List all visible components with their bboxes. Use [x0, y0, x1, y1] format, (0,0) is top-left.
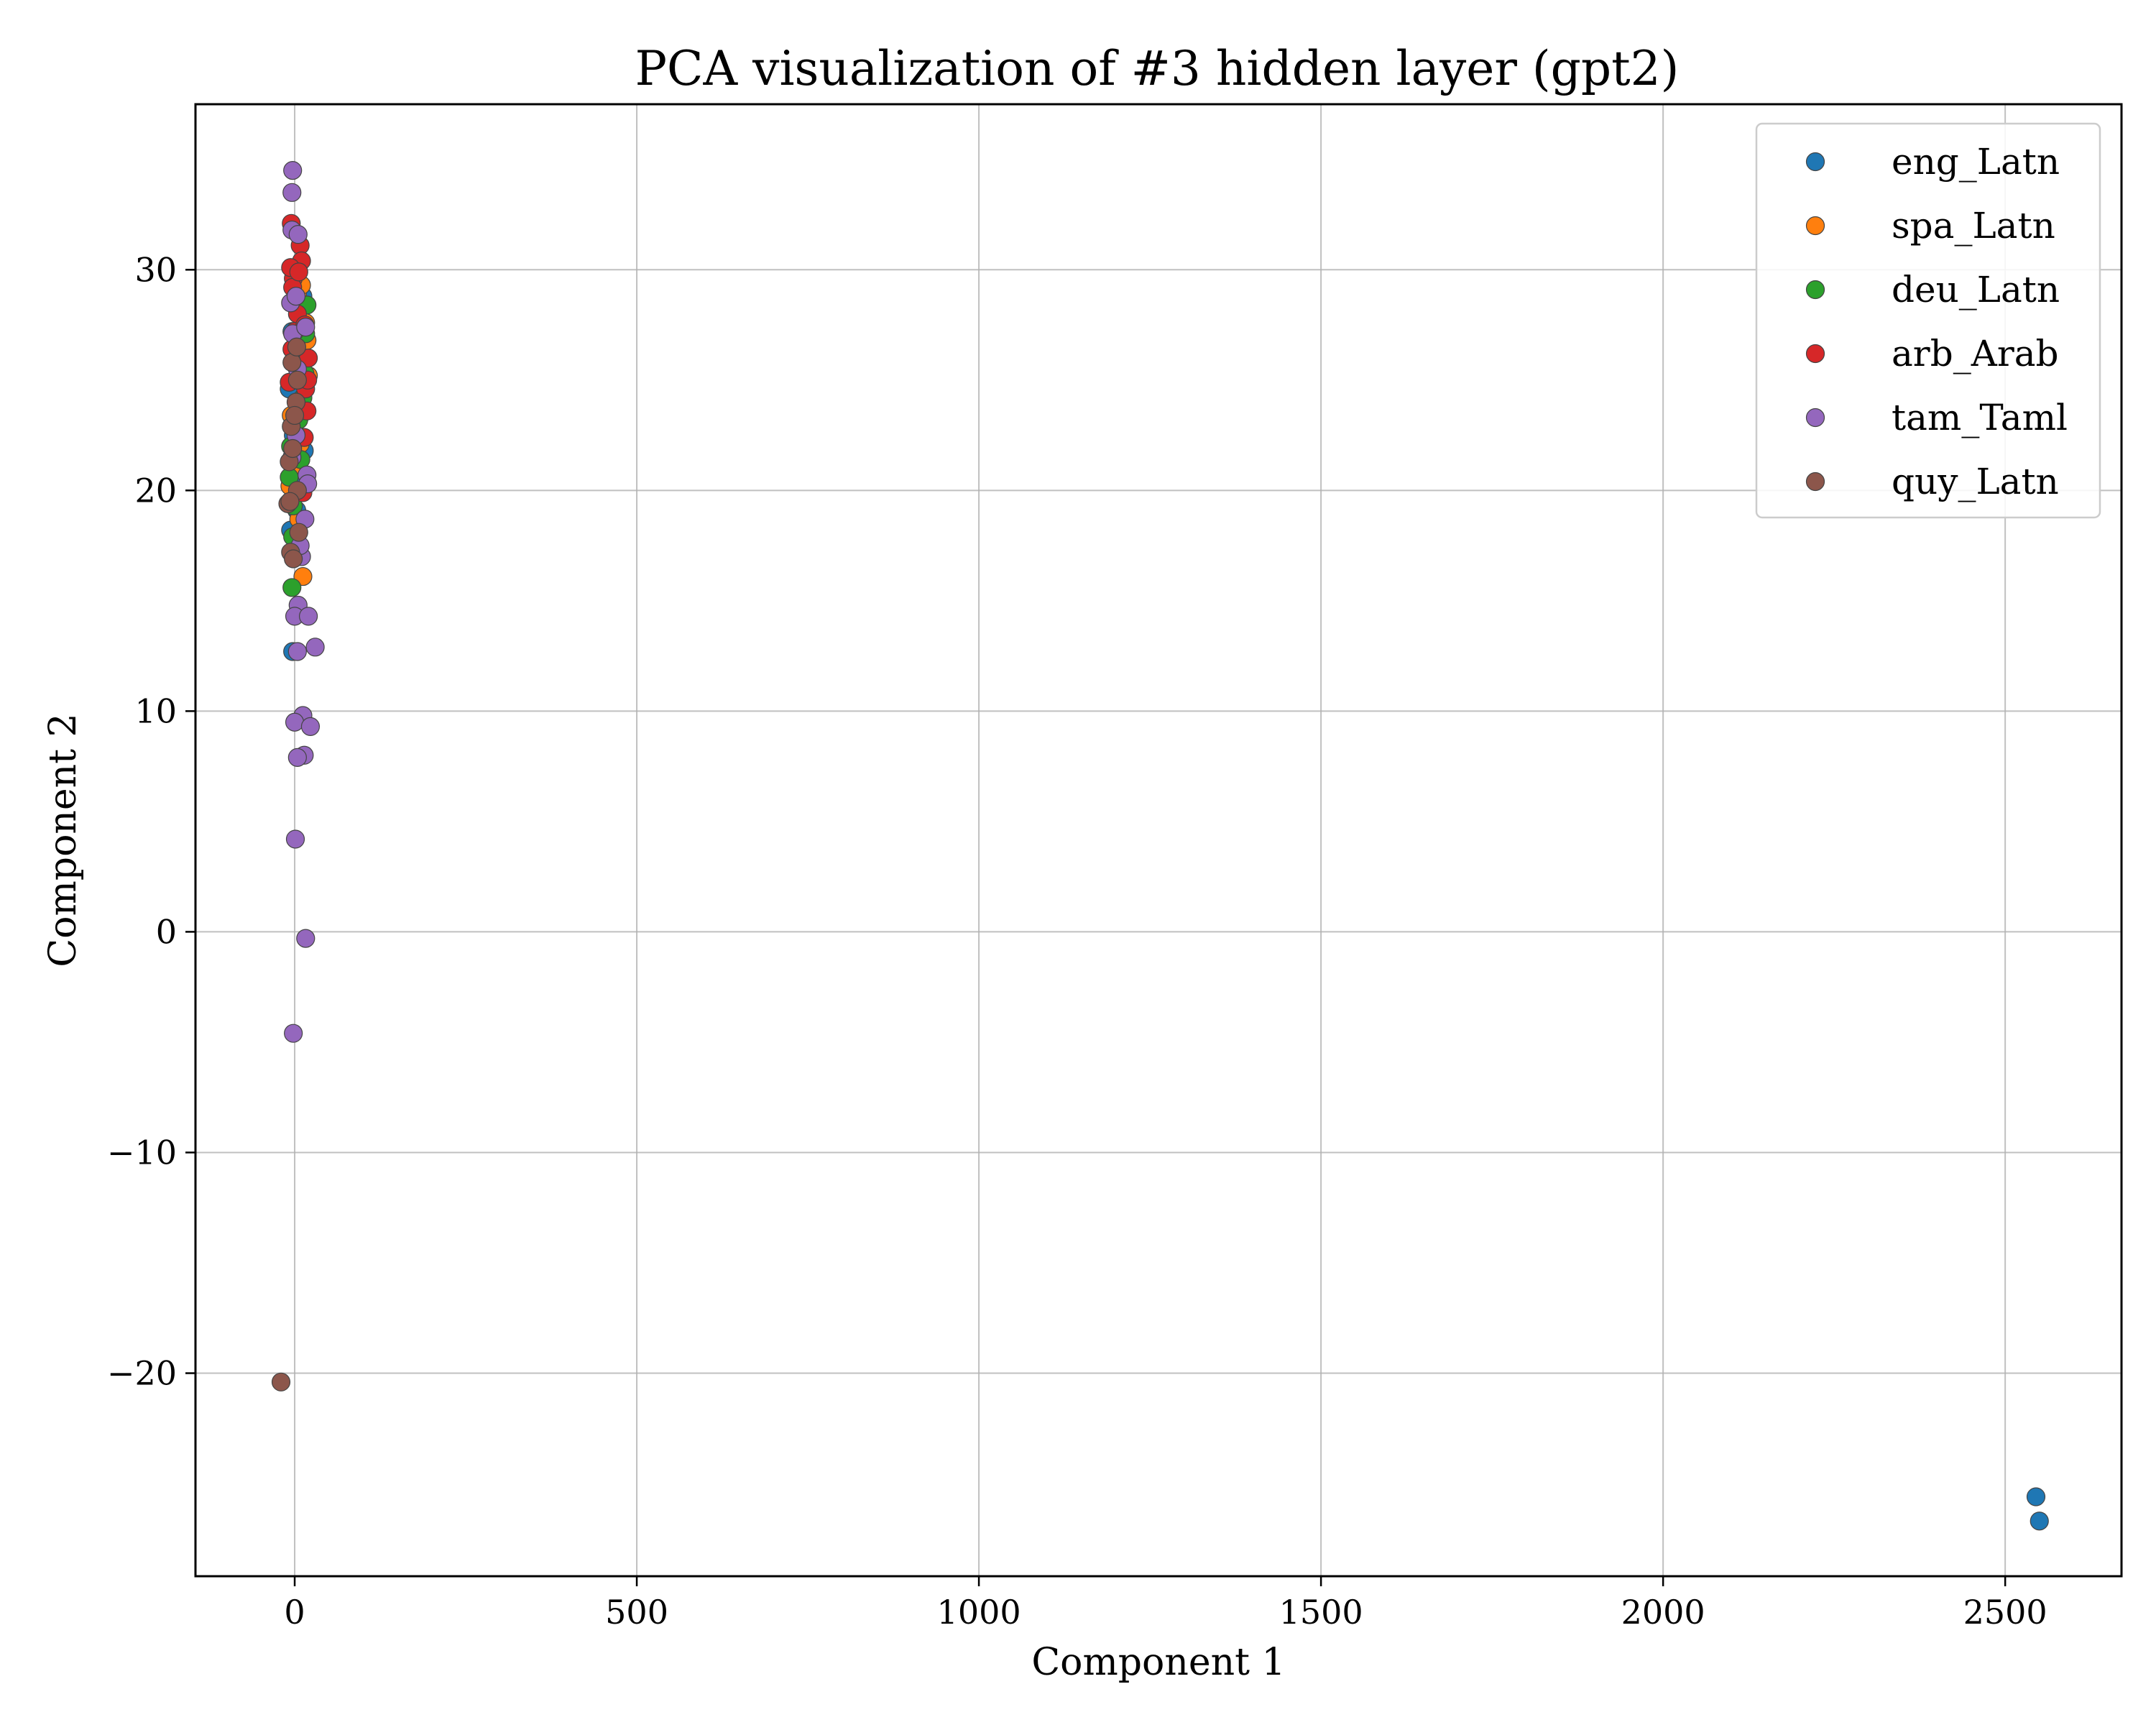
data-point	[296, 318, 315, 337]
data-point	[288, 225, 308, 244]
data-point	[305, 638, 325, 657]
y-tick-label: −20	[107, 1354, 177, 1393]
data-point	[282, 578, 302, 597]
data-point	[289, 262, 308, 282]
plot-area-frame	[194, 103, 2123, 1578]
data-point	[285, 405, 305, 426]
data-point	[282, 183, 302, 202]
data-point	[287, 370, 307, 390]
data-point	[287, 642, 307, 661]
legend-marker	[1805, 280, 1825, 300]
legend-label: spa_Latn	[1892, 205, 2055, 247]
y-tick-label: −10	[107, 1133, 177, 1172]
data-point	[287, 748, 307, 767]
x-tick-label: 500	[605, 1593, 668, 1632]
legend-label: deu_Latn	[1892, 269, 2060, 310]
y-tick-label: 30	[134, 250, 177, 289]
legend-marker	[1805, 152, 1825, 172]
data-point	[2026, 1487, 2046, 1506]
legend-label: arb_Arab	[1892, 333, 2059, 374]
data-point	[284, 549, 303, 569]
data-point	[285, 712, 305, 732]
chart-title: PCA visualization of #3 hidden layer (gp…	[635, 41, 1680, 96]
y-tick-label: 20	[134, 471, 177, 510]
x-tick-label: 1000	[937, 1593, 1021, 1632]
x-tick-label: 0	[284, 1593, 305, 1632]
data-point	[287, 337, 307, 356]
legend-label: tam_Taml	[1892, 397, 2068, 438]
legend-label: quy_Latn	[1892, 461, 2059, 502]
legend-marker	[1805, 408, 1825, 428]
data-point	[296, 929, 315, 948]
data-point	[298, 607, 318, 626]
data-point	[283, 438, 303, 459]
y-tick-label: 0	[156, 912, 177, 951]
data-point	[284, 1024, 303, 1043]
data-points	[271, 161, 2049, 1531]
legend-label: eng_Latn	[1892, 141, 2060, 183]
data-point	[280, 492, 300, 511]
series-quy_Latn	[271, 337, 308, 1392]
legend: eng_Latn spa_Latn deu_Latn arb_Arab tam_Taml…	[1755, 122, 2101, 519]
data-point	[300, 717, 321, 736]
legend-marker	[1805, 472, 1825, 492]
y-tick-label: 10	[134, 691, 177, 730]
legend-box	[1755, 122, 2101, 519]
x-tick-label: 2000	[1621, 1593, 1705, 1632]
data-point	[289, 523, 308, 542]
legend-marker	[1805, 344, 1825, 364]
legend-marker	[1805, 216, 1825, 236]
series-tam_Taml	[281, 161, 325, 1043]
data-point	[285, 829, 305, 849]
x-axis-label: Component 1	[1031, 1641, 1285, 1684]
data-point	[2030, 1512, 2049, 1531]
y-axis-label: Component 2	[42, 713, 85, 967]
data-point	[283, 161, 303, 180]
axis-ticks: 0 500 1000 1500 2000 2500 −20 −10 0 10 20 30	[107, 250, 2047, 1632]
x-tick-label: 1500	[1279, 1593, 1363, 1632]
x-tick-label: 2500	[1963, 1593, 2047, 1632]
data-point	[286, 287, 306, 306]
data-point	[271, 1372, 291, 1392]
